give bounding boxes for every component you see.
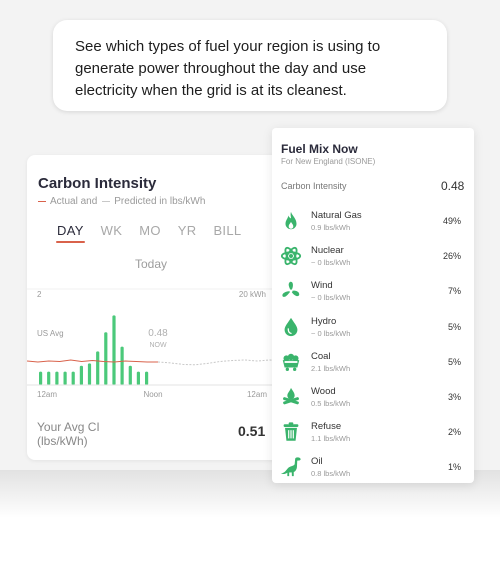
us-avg-label: US Avg [37,329,64,338]
fuel-pct: 7% [447,286,461,297]
fuel-list: Natural Gas 0.9 lbs/kWh 49% Nuclear ~ 0 … [272,206,474,488]
fuel-row-hydro: Hydro ~ 0 lbs/kWh 5% [272,312,474,347]
fuel-mix-ci-label: Carbon Intensity [281,181,347,191]
fuel-name: Coal [311,350,331,362]
fuel-row-oil: Oil 0.8 lbs/kWh 1% [272,452,474,487]
fuel-ci: ~ 0 lbs/kWh [311,258,351,268]
fuel-row-refuse: Refuse 1.1 lbs/kWh 2% [272,417,474,452]
tab-year[interactable]: YR [177,223,197,238]
fuel-name: Natural Gas [311,210,362,221]
your-avg-ci-label: Your Avg CI (lbs/kWh) [37,420,100,448]
fuel-pct: 49% [442,216,461,226]
usage-bar [47,371,51,385]
tab-bill[interactable]: BILL [213,223,242,238]
fuel-ci: ~ 0 lbs/kWh [311,328,351,338]
fuel-pct: 5% [447,321,461,332]
wind-fan-icon [282,282,300,298]
intro-callout: See which types of fuel your region is u… [53,20,447,111]
usage-bar [104,332,108,385]
atom-icon [280,247,302,266]
predicted-swatch [102,201,111,202]
dinosaur-icon [280,457,301,477]
chart-legend: Actual and Predicted in lbs/kWh [38,196,205,207]
actual-swatch [38,201,46,202]
now-value: 0.48 [148,328,168,339]
fuel-mix-ci-value: 0.48 [441,179,465,193]
fuel-row-wind: Wind ~ 0 lbs/kWh 7% [272,276,474,311]
your-avg-ci-value: 0.51 [238,423,266,439]
usage-bar [136,371,140,385]
tab-month[interactable]: MO [139,223,161,238]
y-left-tick: 2 [37,290,42,299]
usage-bar [128,365,132,385]
x-tick-noon: Noon [143,390,162,399]
usage-bar [145,371,149,385]
fuel-row-wood: Wood 0.5 lbs/kWh 3% [272,382,474,417]
fuel-mix-title: Fuel Mix Now [281,142,358,156]
bottom-backdrop [0,470,500,571]
fuel-ci: 0.5 lbs/kWh [311,398,351,408]
usage-bar [120,346,124,385]
fuel-name: Nuclear [311,245,344,257]
water-drop-icon [284,317,298,336]
carbon-intensity-card: Carbon Intensity Actual and Predicted in… [27,155,282,460]
usage-bar [112,315,116,385]
flame-icon [285,211,297,230]
usage-bar [96,351,100,385]
fuel-pct: 5% [447,356,461,367]
fuel-ci: 1.1 lbs/kWh [311,434,351,444]
fuel-ci: 2.1 lbs/kWh [311,363,351,373]
fuel-mix-card: Fuel Mix Now For New England (ISONE) Car… [272,128,474,483]
fuel-pct: 26% [442,251,461,262]
avg-label-line2: (lbs/kWh) [37,434,88,448]
y-right-tick: 20 kWh [239,290,266,299]
period-label: Today [135,257,168,271]
now-label: NOW [149,342,167,349]
fuel-row-nuclear: Nuclear ~ 0 lbs/kWh 26% [272,241,474,276]
usage-bar [39,371,43,385]
carbon-intensity-predicted-line [157,359,282,366]
legend-predicted: Predicted in lbs/kWh [114,196,206,207]
fuel-ci: ~ 0 lbs/kWh [311,293,351,303]
carbon-intensity-actual-line [27,359,158,363]
fuel-name: Wind [311,280,333,292]
fuel-row-natural-gas: Natural Gas 0.9 lbs/kWh 49% [272,206,474,241]
usage-bar [87,363,92,385]
x-tick-12am-end: 12am [247,390,267,399]
usage-bar [71,371,75,385]
fuel-ci: 0.9 lbs/kWh [311,223,351,232]
fuel-name: Wood [311,385,336,397]
fuel-row-coal: Coal 2.1 lbs/kWh 5% [272,347,474,382]
x-tick-12am-start: 12am [37,390,57,399]
tab-week[interactable]: WK [100,223,123,238]
tab-day[interactable]: DAY [56,223,85,243]
trash-can-icon [283,422,299,441]
fuel-pct: 1% [447,462,461,473]
intro-text: See which types of fuel your region is u… [75,38,381,99]
fuel-pct: 3% [447,391,461,402]
period-tabs: DAY WK MO YR BILL [56,223,258,243]
fuel-name: Hydro [311,315,337,327]
campfire-icon [283,387,299,405]
card-title: Carbon Intensity [38,175,157,192]
fuel-mix-region: For New England (ISONE) [281,157,376,166]
avg-label-line1: Your Avg CI [37,420,100,434]
usage-bar [63,371,67,385]
fuel-pct: 2% [447,427,461,438]
usage-carbon-chart: 2 20 kWh US Avg 0.48 NOW 12am Noon 12am [27,288,282,399]
fuel-name: Oil [311,456,323,468]
legend-actual: Actual and [50,196,98,207]
coal-cart-icon [282,353,300,371]
fuel-name: Refuse [311,421,342,433]
fuel-ci: 0.8 lbs/kWh [311,469,351,479]
usage-bar [79,365,83,385]
usage-bar [55,371,59,385]
